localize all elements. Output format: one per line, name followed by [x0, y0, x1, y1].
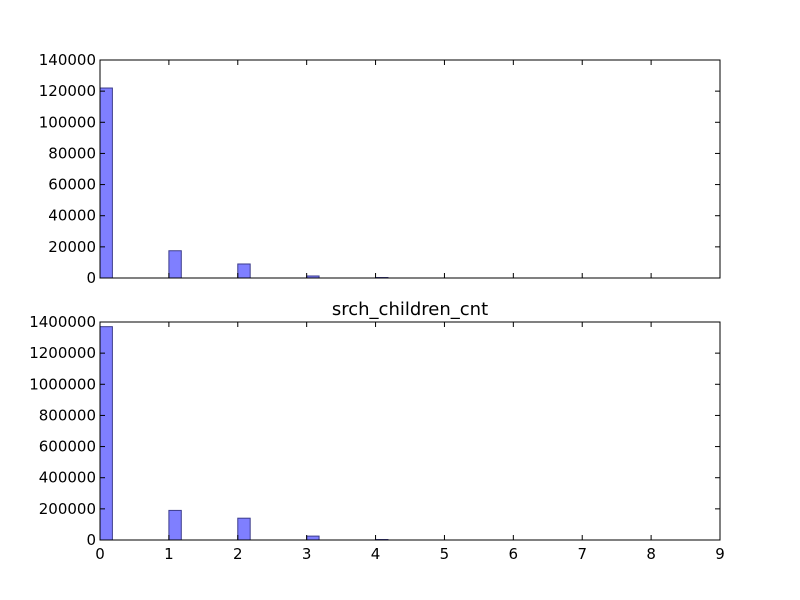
bottom-plot-frame	[99, 321, 721, 541]
bottom-bar-2	[237, 517, 251, 541]
bottom-chart-title: srch_children_cnt	[332, 299, 488, 320]
bottom-ticks	[99, 321, 721, 541]
bottom-y-tick-label: 1200000	[29, 344, 96, 362]
top-y-tick-label: 60000	[48, 176, 96, 194]
bottom-bar-0	[99, 326, 113, 541]
top-y-tick-label: 100000	[39, 113, 96, 131]
bottom-y-tick-label: 600000	[39, 438, 96, 456]
bottom-x-tick-label: 0	[95, 545, 105, 563]
top-y-tick-label: 80000	[48, 144, 96, 162]
bottom-x-tick-label: 5	[440, 545, 450, 563]
bottom-y-tick-label: 800000	[39, 406, 96, 424]
bottom-x-tick-label: 3	[302, 545, 312, 563]
top-plot-frame	[99, 59, 721, 279]
top-y-tick-label: 0	[86, 269, 96, 287]
bottom-plot-area	[100, 322, 720, 540]
bottom-y-tick-label: 1000000	[29, 375, 96, 393]
top-y-tick-label: 140000	[39, 51, 96, 69]
top-bar-2	[237, 263, 251, 279]
bottom-x-tick-label: 4	[371, 545, 381, 563]
top-plot-area	[100, 60, 720, 278]
bottom-y-tick-label: 0	[86, 531, 96, 549]
top-y-tick-label: 40000	[48, 207, 96, 225]
top-histogram-panel: 0 20000 40000 60000 80000 100000 120000 140000	[39, 51, 721, 287]
bottom-x-tick-label: 9	[715, 545, 725, 563]
bottom-y-tick-label: 400000	[39, 469, 96, 487]
bottom-histogram-panel: srch_children_cnt 0 1 2 3 4 5 6 7 8 9 0 200000 40000…	[29, 299, 725, 563]
bottom-bar-1	[168, 509, 182, 541]
bottom-y-tick-label: 1400000	[29, 313, 96, 331]
bottom-x-tick-label: 7	[577, 545, 587, 563]
bottom-x-tick-label: 1	[164, 545, 174, 563]
bottom-x-tick-label: 6	[509, 545, 519, 563]
bottom-bars	[99, 326, 389, 541]
top-bar-0	[99, 87, 113, 279]
top-bar-1	[168, 250, 182, 279]
bottom-tick-labels: 0 1 2 3 4 5 6 7 8 9 0 200000 400000 600000 800000 10000…	[29, 313, 725, 563]
top-y-tick-label: 20000	[48, 238, 96, 256]
top-y-tick-label: 120000	[39, 82, 96, 100]
bottom-x-tick-label: 2	[233, 545, 243, 563]
bottom-y-tick-label: 200000	[39, 500, 96, 518]
top-tick-labels: 0 20000 40000 60000 80000 100000 120000 140000	[39, 51, 96, 287]
bottom-bar-3	[306, 535, 320, 541]
bottom-x-tick-label: 8	[646, 545, 656, 563]
